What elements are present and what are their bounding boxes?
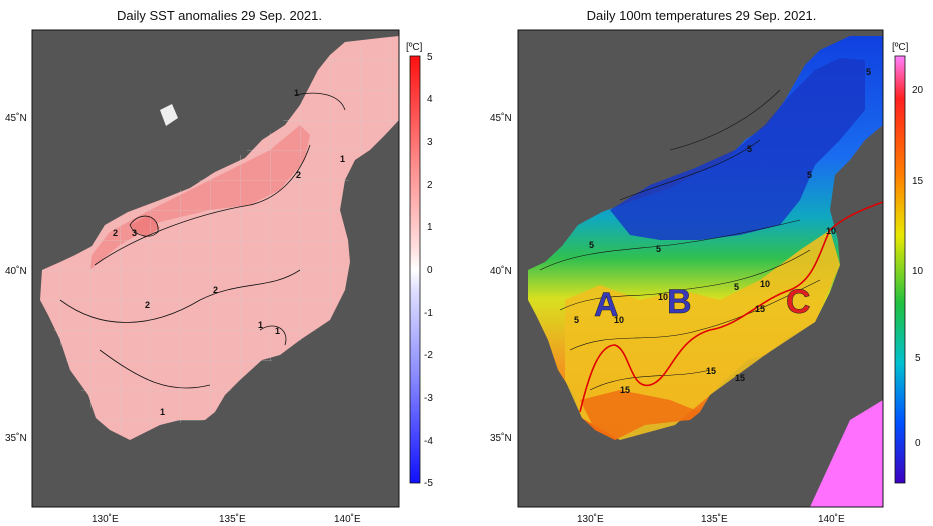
anomaly-unit: [ºC] [406,42,423,53]
svg-text:20: 20 [912,85,924,96]
svg-text:140˚E: 140˚E [334,513,361,525]
svg-text:0: 0 [915,438,921,449]
svg-text:2: 2 [145,300,150,310]
svg-text:4: 4 [427,94,433,105]
svg-text:140˚E: 140˚E [818,513,845,525]
svg-text:45˚N: 45˚N [5,112,27,124]
svg-text:1: 1 [275,326,280,336]
svg-text:15: 15 [735,373,745,383]
svg-text:5: 5 [915,353,921,364]
eddy-label-b: B [667,283,692,321]
anomaly-contours [59,92,346,389]
eddy-labels: A B C [594,283,811,325]
svg-text:35˚N: 35˚N [490,432,512,444]
svg-text:15: 15 [755,304,765,314]
temp-contour-labels: 5 5 5 5 5 5 10 10 10 15 15 15 15 5 10 [574,67,871,395]
svg-text:1: 1 [258,320,263,330]
anomaly-contour-labels: 1 1 2 2 3 2 2 1 1 1 [113,88,345,417]
temp-contours [539,89,821,391]
svg-text:5: 5 [427,52,433,63]
red-10c-line [579,201,884,413]
sst-anomaly-title: Daily SST anomalies 29 Sep. 2021. [117,8,322,23]
svg-text:5: 5 [589,240,594,250]
svg-text:3: 3 [427,137,433,148]
svg-text:5: 5 [574,315,579,325]
svg-text:15: 15 [912,176,924,187]
temp100m-map: A B C 5 5 5 5 5 5 10 10 10 15 15 15 15 5… [490,29,924,525]
island [160,104,178,126]
svg-text:3: 3 [132,228,137,238]
svg-text:135˚E: 135˚E [219,513,246,525]
kuroshio-warm [810,400,883,507]
sst-anomaly-map: 1 1 2 2 3 2 2 1 1 1 45˚N 40˚N 35˚N 130˚E… [5,29,433,525]
svg-text:15: 15 [620,385,630,395]
svg-text:5: 5 [866,67,871,77]
svg-text:130˚E: 130˚E [577,513,604,525]
svg-text:130˚E: 130˚E [92,513,119,525]
svg-text:5: 5 [734,282,739,292]
svg-text:-2: -2 [424,350,433,361]
svg-text:5: 5 [747,144,752,154]
svg-text:40˚N: 40˚N [490,265,512,277]
temp-unit: [ºC] [892,42,909,53]
svg-text:40˚N: 40˚N [5,265,27,277]
svg-text:35˚N: 35˚N [5,432,27,444]
svg-text:1: 1 [294,88,299,98]
svg-text:10: 10 [912,266,924,277]
warm-south [565,230,840,440]
sst-anomaly-panel: Daily SST anomalies 29 Sep. 2021. [0,0,460,526]
svg-text:2: 2 [213,285,218,295]
svg-text:-3: -3 [424,393,433,404]
svg-text:10: 10 [826,226,836,236]
svg-text:2: 2 [427,180,433,191]
svg-text:15: 15 [706,366,716,376]
svg-text:5: 5 [656,244,661,254]
anomaly-grid [42,36,399,440]
svg-text:-5: -5 [424,478,433,489]
right-axis-labels: 45˚N 40˚N 35˚N 130˚E 135˚E 140˚E [490,112,845,525]
temp-colorbar [894,55,906,484]
svg-text:1: 1 [340,154,345,164]
eddy-label-a: A [594,286,619,324]
svg-text:0: 0 [427,265,433,276]
anomaly-colorbar-ticks: 5 4 3 2 1 0 -1 -2 -3 -4 -5 [424,52,433,489]
warm-deep-south [580,390,700,440]
eddy-label-c: C [786,283,811,321]
svg-text:-4: -4 [424,436,433,447]
svg-text:2: 2 [113,228,118,238]
anomaly-colorbar [409,55,421,484]
svg-text:10: 10 [614,315,624,325]
temp100m-panel: Daily 100m temperatures 29 Sep. 2021. [470,0,933,526]
cold-core [610,58,865,240]
svg-text:2: 2 [296,170,301,180]
temp-colorbar-ticks: 20 15 10 5 0 [912,85,924,449]
svg-text:1: 1 [160,407,165,417]
svg-text:-1: -1 [424,308,433,319]
svg-text:10: 10 [658,292,668,302]
svg-text:135˚E: 135˚E [701,513,728,525]
svg-text:5: 5 [807,170,812,180]
svg-text:10: 10 [760,279,770,289]
temp100m-title: Daily 100m temperatures 29 Sep. 2021. [586,8,817,23]
svg-text:45˚N: 45˚N [490,112,512,124]
svg-text:1: 1 [427,222,433,233]
left-axis-labels: 45˚N 40˚N 35˚N 130˚E 135˚E 140˚E [5,112,361,525]
